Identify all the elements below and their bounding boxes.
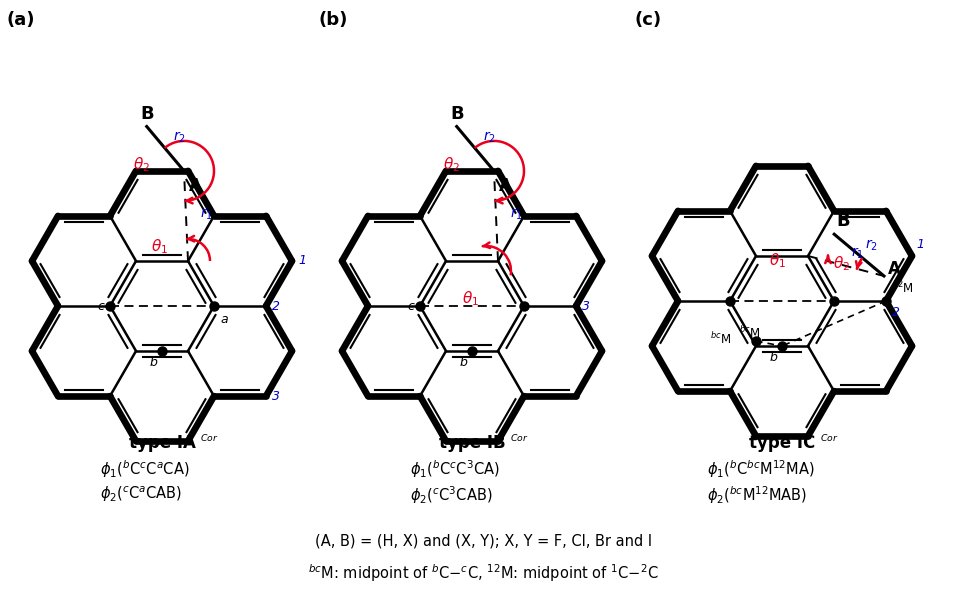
Text: $\theta_1$: $\theta_1$	[152, 238, 168, 256]
Text: $\theta_2$: $\theta_2$	[834, 254, 851, 274]
Text: $_{Cor}$: $_{Cor}$	[510, 431, 529, 444]
Text: 3: 3	[272, 389, 280, 403]
Text: b: b	[769, 351, 777, 364]
Text: $\theta_2$: $\theta_2$	[444, 156, 460, 174]
Text: $r_2$: $r_2$	[173, 129, 187, 145]
Text: $_{Cor}$: $_{Cor}$	[820, 431, 838, 444]
Text: $\theta_1$: $\theta_1$	[770, 251, 786, 270]
Text: 2: 2	[272, 299, 280, 312]
Text: type IB: type IB	[439, 434, 506, 452]
Text: (a): (a)	[7, 11, 36, 29]
Text: $\theta_1$: $\theta_1$	[462, 290, 480, 309]
Text: (A, B) = (H, X) and (X, Y); X, Y = F, Cl, Br and I: (A, B) = (H, X) and (X, Y); X, Y = F, Cl…	[315, 534, 652, 549]
Text: type IC: type IC	[748, 434, 815, 452]
Text: 1: 1	[298, 254, 306, 267]
Text: $\theta_2$: $\theta_2$	[133, 156, 151, 174]
Text: A: A	[499, 177, 512, 195]
Text: $r_1$: $r_1$	[851, 246, 864, 261]
Text: $\phi_2$($^c$C$^3$CAB): $\phi_2$($^c$C$^3$CAB)	[410, 484, 492, 506]
Text: $^{bc}$M: $^{bc}$M	[740, 325, 761, 341]
Text: a: a	[220, 313, 227, 326]
Text: 1: 1	[916, 238, 924, 251]
Text: A: A	[888, 260, 901, 278]
Text: c: c	[97, 299, 104, 312]
Text: 3: 3	[582, 299, 590, 312]
Text: $\phi_1$($^b$C$^c$C$^a$CA): $\phi_1$($^b$C$^c$C$^a$CA)	[100, 458, 190, 480]
Text: $r_2$: $r_2$	[865, 238, 878, 253]
Text: $\phi_1$($^b$C$^c$C$^3$CA): $\phi_1$($^b$C$^c$C$^3$CA)	[410, 458, 500, 480]
Text: (c): (c)	[635, 11, 662, 29]
Text: A: A	[189, 177, 202, 195]
Text: $\phi_2$($^c$C$^a$CAB): $\phi_2$($^c$C$^a$CAB)	[100, 484, 183, 504]
Text: c: c	[407, 299, 414, 312]
Text: B: B	[140, 105, 154, 123]
Text: $^{bc}$M: $^{bc}$M	[710, 331, 731, 347]
Text: $^{12}$M: $^{12}$M	[892, 280, 914, 296]
Text: B: B	[836, 213, 850, 230]
Text: 2: 2	[892, 306, 900, 319]
Text: $_{Cor}$: $_{Cor}$	[200, 431, 219, 444]
Text: B: B	[450, 105, 463, 123]
Text: (b): (b)	[318, 11, 347, 29]
Text: b: b	[459, 356, 467, 369]
Text: $\phi_1$($^b$C$^{bc}$M$^{12}$MA): $\phi_1$($^b$C$^{bc}$M$^{12}$MA)	[707, 458, 814, 480]
Text: $r_2$: $r_2$	[484, 129, 496, 145]
Text: $r_1$: $r_1$	[200, 206, 213, 222]
Text: b: b	[149, 356, 157, 369]
Text: $\phi_2$($^{bc}$M$^{12}$MAB): $\phi_2$($^{bc}$M$^{12}$MAB)	[707, 484, 807, 506]
Text: $r_1$: $r_1$	[510, 206, 523, 222]
Text: $^{bc}$M: midpoint of $^b$C$-$$^c$C, $^{12}$M: midpoint of $^1$C$-$$^2$C: $^{bc}$M: midpoint of $^b$C$-$$^c$C, $^{…	[308, 562, 659, 584]
Text: type IA: type IA	[129, 434, 195, 452]
